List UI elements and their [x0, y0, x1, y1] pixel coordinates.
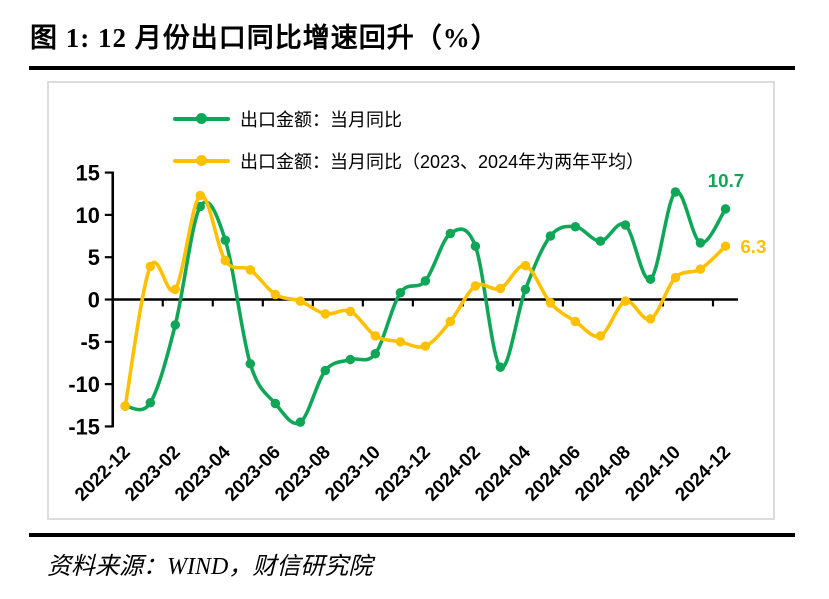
- svg-text:10: 10: [76, 203, 100, 228]
- legend-label: 出口金额：当月同比（2023、2024年为两年平均）: [240, 152, 645, 172]
- svg-text:-5: -5: [80, 330, 99, 355]
- value-labels: 10.7 6.3: [708, 170, 767, 257]
- svg-text:15: 15: [76, 161, 100, 186]
- svg-text:6.3: 6.3: [740, 236, 766, 257]
- svg-text:10.7: 10.7: [708, 170, 745, 191]
- svg-text:2024-12: 2024-12: [671, 441, 735, 505]
- title-rule: [29, 66, 795, 70]
- legend-label: 出口金额：当月同比: [240, 110, 402, 130]
- yellow-line-swatch-icon: [173, 155, 230, 166]
- svg-text:-15: -15: [68, 414, 99, 439]
- figure-title: 图 1: 12 月份出口同比增速回升（%）: [30, 23, 499, 53]
- chart-legend: 出口金额：当月同比 出口金额：当月同比（2023、2024年为两年平均）: [173, 105, 644, 175]
- series-lines: [120, 187, 731, 427]
- green-line-swatch-icon: [173, 113, 230, 124]
- y-axis: 15 10 5 0 -5 -10 -15: [68, 161, 115, 439]
- source-note: 资料来源：WIND，财信研究院: [47, 554, 373, 580]
- footer-rule: [29, 533, 795, 537]
- chart-plot: 15 10 5 0 -5 -10 -15 2022-122023-022023-042023…: [68, 161, 767, 505]
- x-axis: 2022-122023-022023-042023-062023-082023-…: [70, 298, 738, 505]
- svg-text:-10: -10: [68, 372, 99, 397]
- legend-item-monthly-yoy: 出口金额：当月同比: [173, 105, 644, 133]
- chart-frame: 15 10 5 0 -5 -10 -15 2022-12 2023-02 2023-04 2023…: [47, 81, 775, 520]
- svg-text:0: 0: [88, 287, 100, 312]
- svg-text:5: 5: [88, 245, 100, 270]
- legend-item-two-year-avg: 出口金额：当月同比（2023、2024年为两年平均）: [173, 147, 644, 175]
